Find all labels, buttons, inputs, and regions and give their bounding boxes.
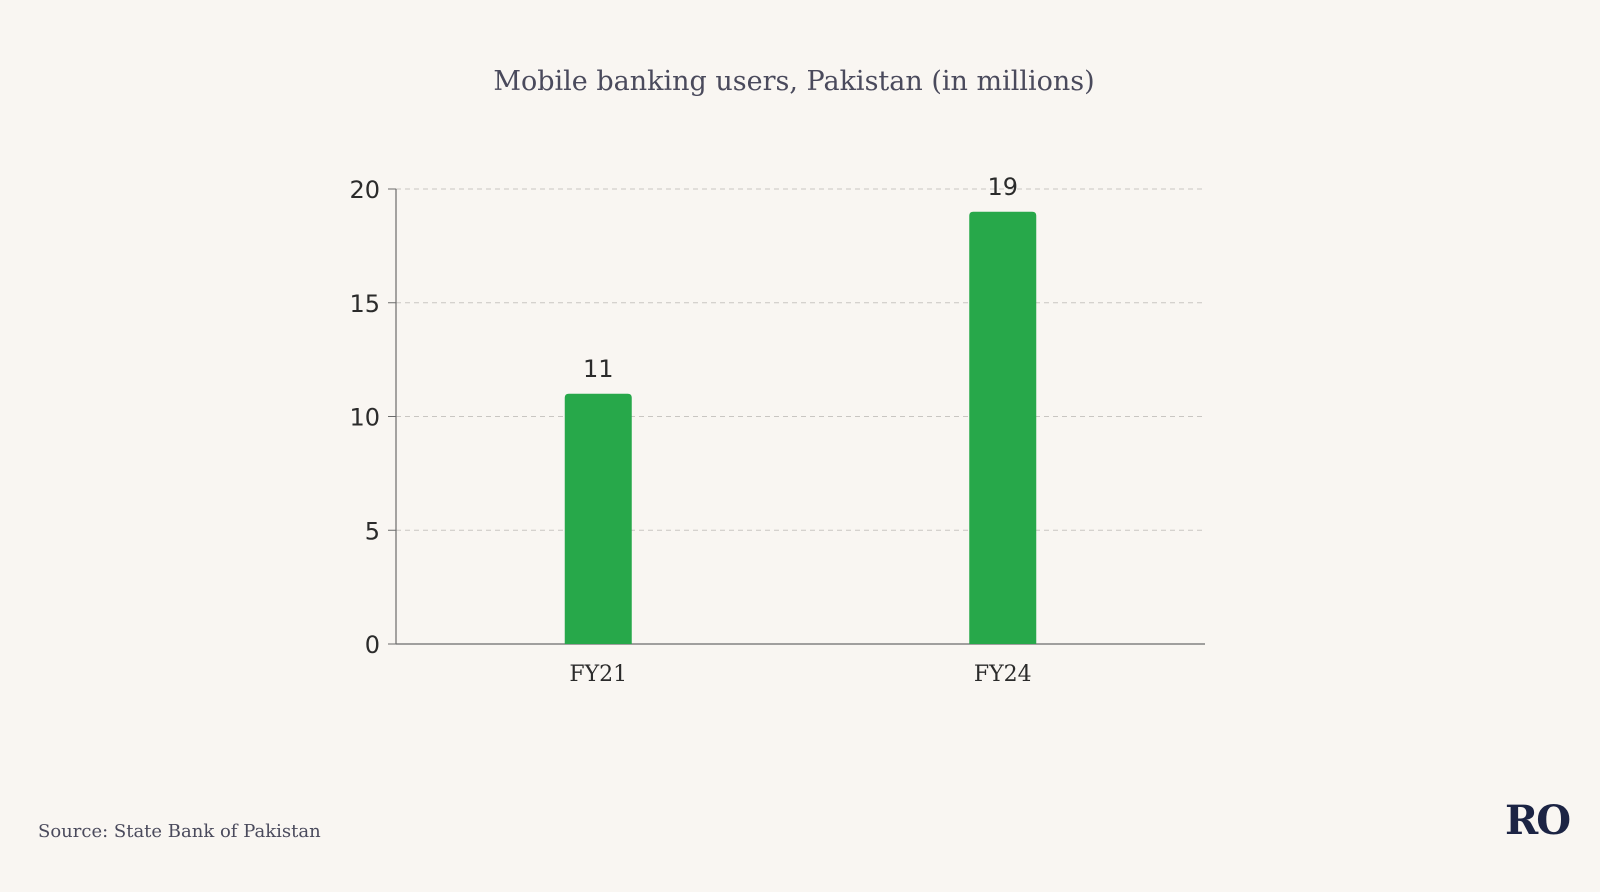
y-tick-label: 20 (349, 176, 380, 204)
data-label: 11 (583, 355, 614, 383)
x-tick-label: FY24 (974, 662, 1032, 687)
y-tick-label: 15 (349, 290, 380, 318)
ro-logo: RO (1505, 797, 1571, 844)
y-tick-label: 0 (365, 631, 380, 659)
y-tick-label: 10 (349, 404, 380, 432)
data-label: 19 (987, 173, 1018, 201)
bar-fy24 (969, 211, 1037, 644)
y-tick-label: 5 (365, 517, 380, 545)
chart-title: Mobile banking users, Pakistan (in milli… (493, 66, 1095, 97)
source-note: Source: State Bank of Pakistan (38, 821, 321, 842)
bar-fy21 (564, 393, 632, 644)
x-tick-label: FY21 (569, 662, 627, 687)
